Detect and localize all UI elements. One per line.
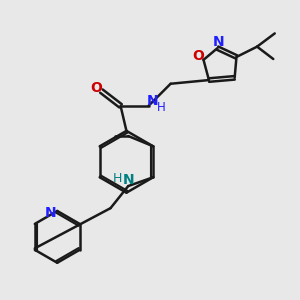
Text: H: H xyxy=(113,172,123,185)
Text: N: N xyxy=(45,206,57,220)
Text: N: N xyxy=(122,172,134,187)
Text: N: N xyxy=(147,94,159,108)
Text: O: O xyxy=(192,49,204,63)
Text: H: H xyxy=(157,101,165,114)
Text: O: O xyxy=(90,81,102,94)
Text: N: N xyxy=(213,35,225,49)
